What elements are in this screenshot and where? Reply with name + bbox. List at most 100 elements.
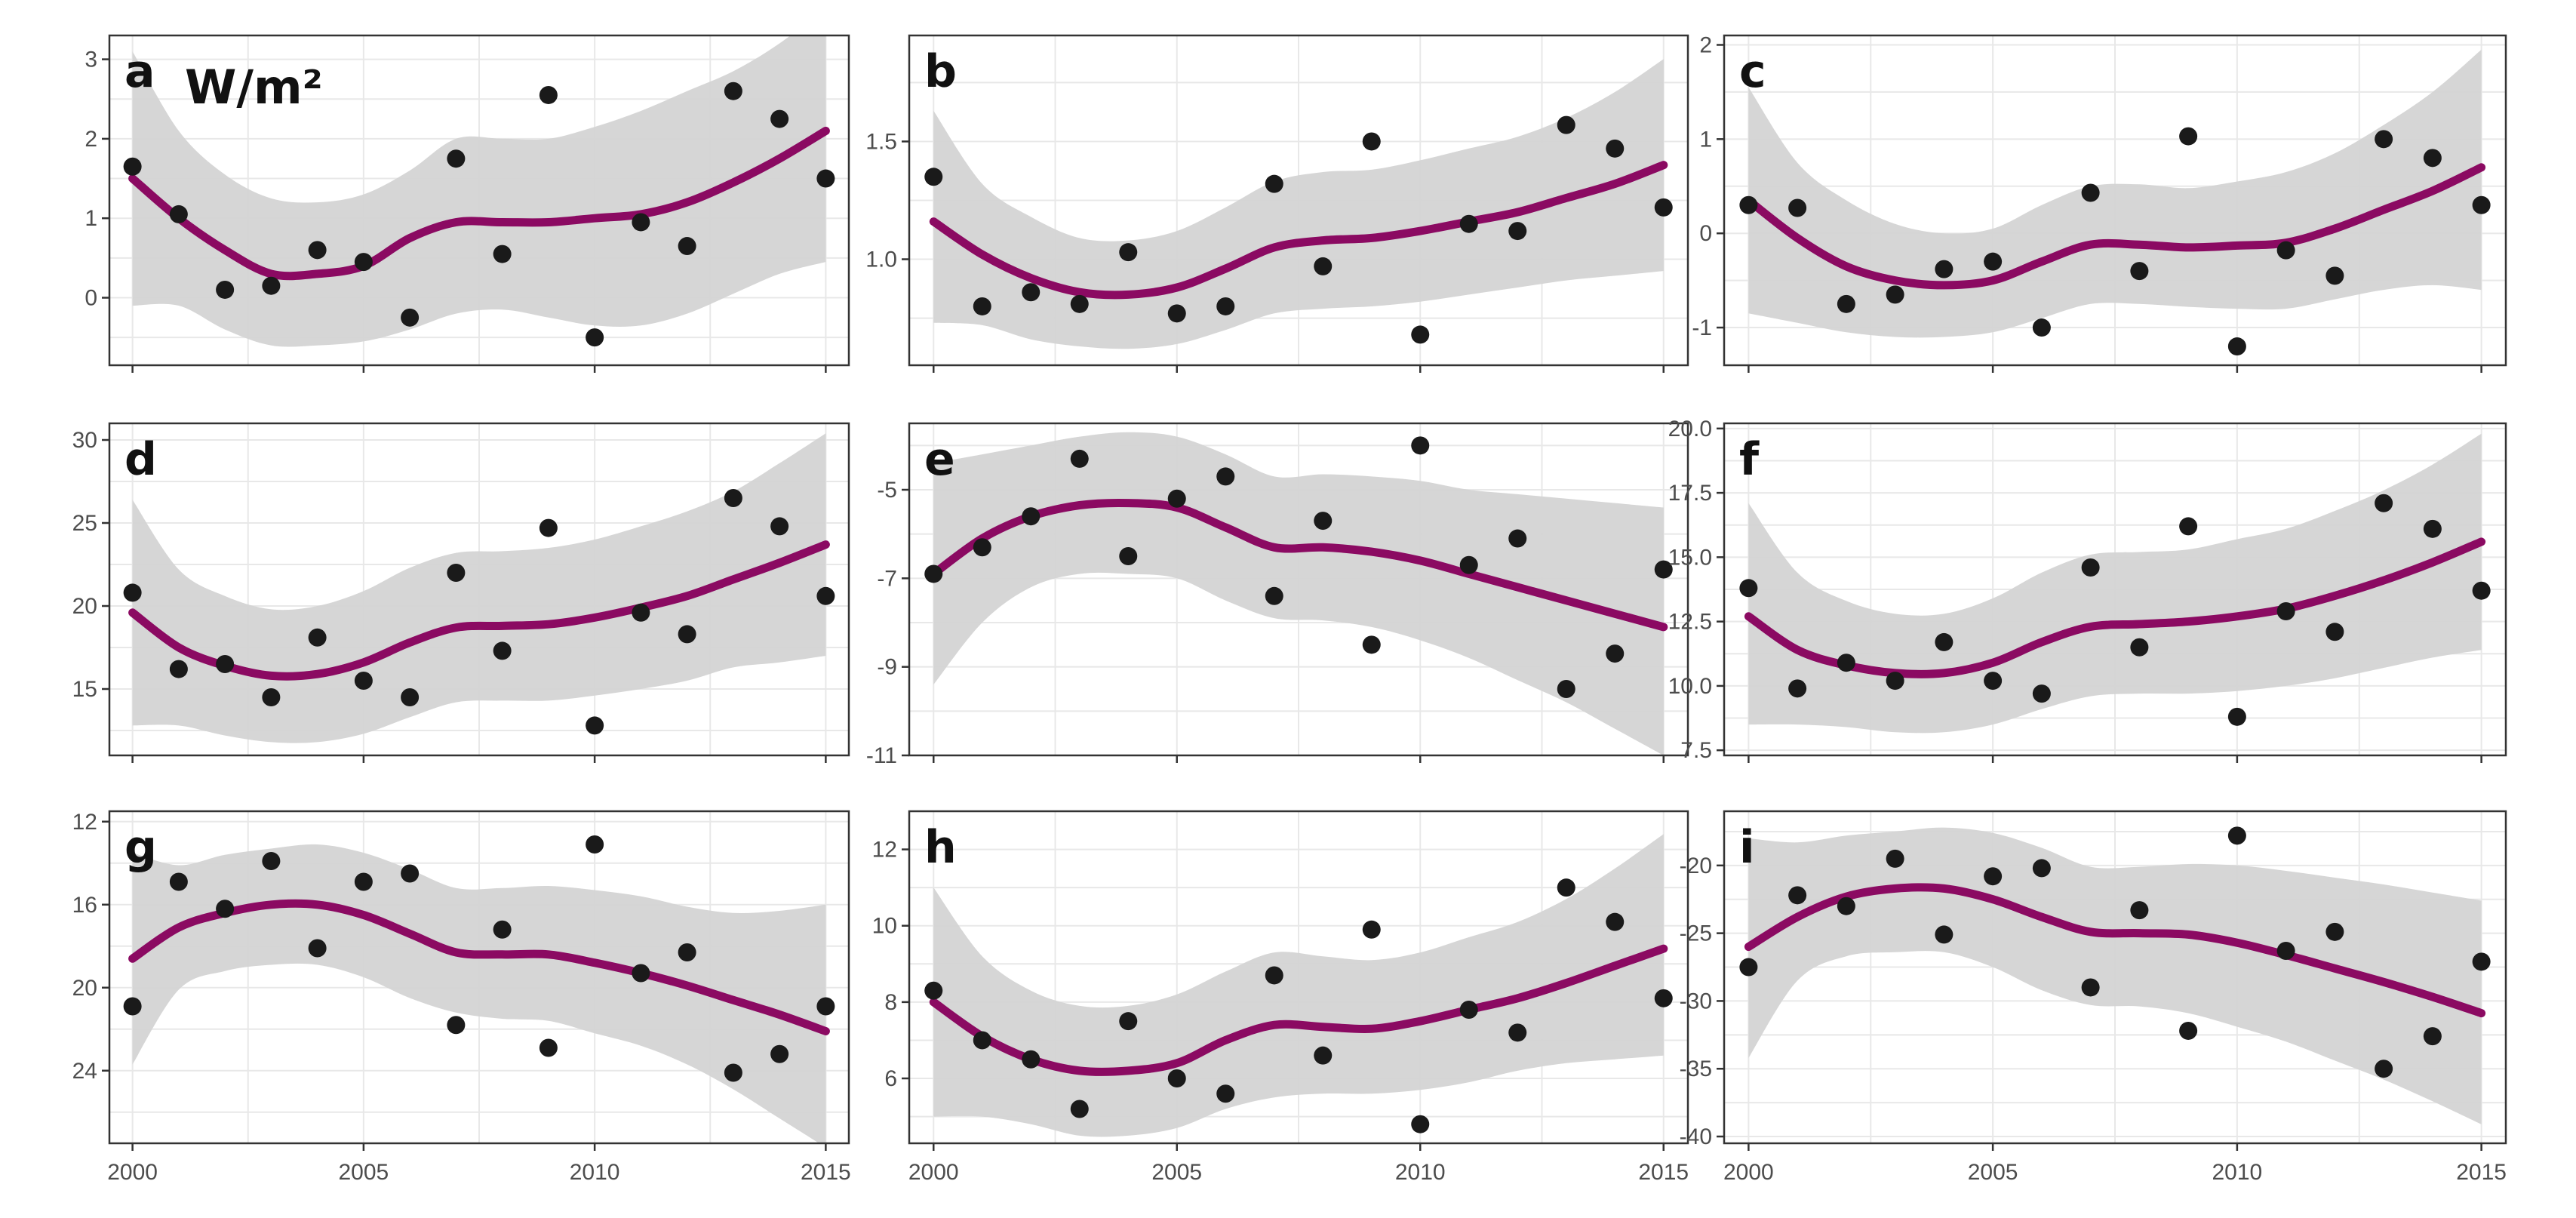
y-tick-label: 2 — [85, 127, 97, 152]
y-tick-label: 25 — [72, 511, 97, 536]
confidence-ribbon — [132, 35, 826, 347]
data-point — [401, 688, 420, 706]
data-point — [2423, 149, 2442, 168]
data-point — [447, 564, 466, 582]
y-tick-label: -20 — [1680, 854, 1712, 878]
confidence-ribbon — [933, 432, 1664, 755]
data-point — [1739, 958, 1758, 977]
data-point — [1508, 222, 1527, 241]
panel-letter: e — [924, 433, 955, 486]
data-point — [678, 625, 696, 644]
x-tick-label: 2005 — [1151, 1160, 1202, 1185]
smooth-fit-line — [929, 161, 1668, 300]
data-point — [1167, 489, 1186, 508]
data-point — [816, 997, 835, 1016]
data-point — [401, 864, 420, 883]
data-point — [2472, 581, 2491, 600]
y-tick-label: 12.5 — [1668, 610, 1712, 635]
data-point — [354, 872, 373, 891]
data-point — [1216, 1084, 1235, 1103]
data-points — [924, 436, 1673, 698]
smooth-fit-line — [128, 540, 830, 681]
data-point — [447, 149, 466, 168]
data-point — [169, 872, 188, 891]
data-point — [1886, 672, 1904, 691]
data-point — [924, 564, 943, 583]
data-point — [539, 1038, 558, 1057]
data-point — [1984, 672, 2003, 691]
panel-g: 2000 2005 2010 2015 12 16 20 24 g — [72, 810, 851, 1185]
data-point — [2130, 901, 2149, 920]
panel-frame — [1723, 810, 2507, 1145]
y-tick-label: 17.5 — [1668, 481, 1712, 506]
y-tick-label: 10.0 — [1668, 674, 1712, 699]
y-tick-label: -35 — [1680, 1057, 1712, 1081]
y-tick-label: -7 — [877, 566, 897, 591]
x-tick-label: 2010 — [2212, 1160, 2263, 1185]
data-point — [2179, 127, 2198, 146]
data-point — [2325, 266, 2344, 285]
data-point — [1362, 635, 1381, 654]
smooth-fit-line — [929, 498, 1668, 632]
x-tick-label: 2015 — [1638, 1160, 1689, 1185]
y-tick-label: 1 — [85, 206, 97, 231]
data-point — [2081, 978, 2100, 997]
x-tick-label: 2005 — [339, 1160, 389, 1185]
x-tick-label: 2015 — [2456, 1160, 2507, 1185]
data-point — [770, 1044, 789, 1063]
panel-a: 0 1 2 3 a W/m² — [85, 34, 850, 373]
data-point — [1886, 285, 1904, 304]
y-tick-label: -5 — [877, 478, 897, 503]
data-point — [493, 641, 512, 660]
data-point — [1314, 1046, 1333, 1065]
x-tick-label: 2000 — [107, 1160, 158, 1185]
data-point — [169, 660, 188, 678]
y-tick-label: 0 — [85, 285, 97, 310]
data-point — [493, 245, 512, 263]
confidence-ribbon — [933, 834, 1664, 1137]
data-point — [1886, 849, 1904, 868]
data-point — [1265, 966, 1283, 985]
data-point — [2130, 262, 2149, 281]
panel-letter: i — [1739, 821, 1755, 874]
data-point — [924, 981, 943, 1000]
data-point — [262, 276, 281, 295]
data-point — [1314, 512, 1333, 531]
data-point — [724, 489, 742, 507]
data-point — [816, 586, 835, 605]
data-point — [973, 538, 991, 557]
data-point — [1167, 304, 1186, 323]
data-points — [924, 878, 1673, 1133]
data-point — [1508, 1023, 1527, 1042]
data-point — [2423, 519, 2442, 538]
data-point — [2032, 859, 2051, 878]
data-point — [1508, 529, 1527, 548]
data-point — [1459, 555, 1478, 574]
x-tick-label: 2010 — [1395, 1160, 1446, 1185]
data-point — [2375, 130, 2393, 149]
data-point — [216, 900, 235, 918]
data-point — [216, 655, 235, 673]
data-point — [1739, 579, 1758, 598]
data-point — [539, 518, 558, 537]
data-point — [1459, 214, 1478, 233]
data-point — [924, 168, 943, 186]
data-point — [1022, 507, 1041, 526]
data-point — [2179, 1021, 2198, 1040]
data-point — [1022, 1050, 1041, 1069]
panel-letter: g — [124, 821, 157, 874]
data-point — [1411, 436, 1430, 455]
data-point — [262, 688, 281, 706]
data-point — [354, 672, 373, 690]
x-tick-label: 2005 — [1968, 1160, 2018, 1185]
data-point — [2179, 517, 2198, 536]
data-point — [2325, 922, 2344, 941]
data-point — [1070, 1100, 1089, 1118]
data-point — [308, 628, 327, 647]
data-point — [1362, 920, 1381, 939]
data-point — [724, 82, 742, 100]
data-point — [1362, 132, 1381, 151]
data-point — [1837, 294, 1855, 313]
data-points — [123, 835, 835, 1082]
data-point — [632, 964, 650, 983]
